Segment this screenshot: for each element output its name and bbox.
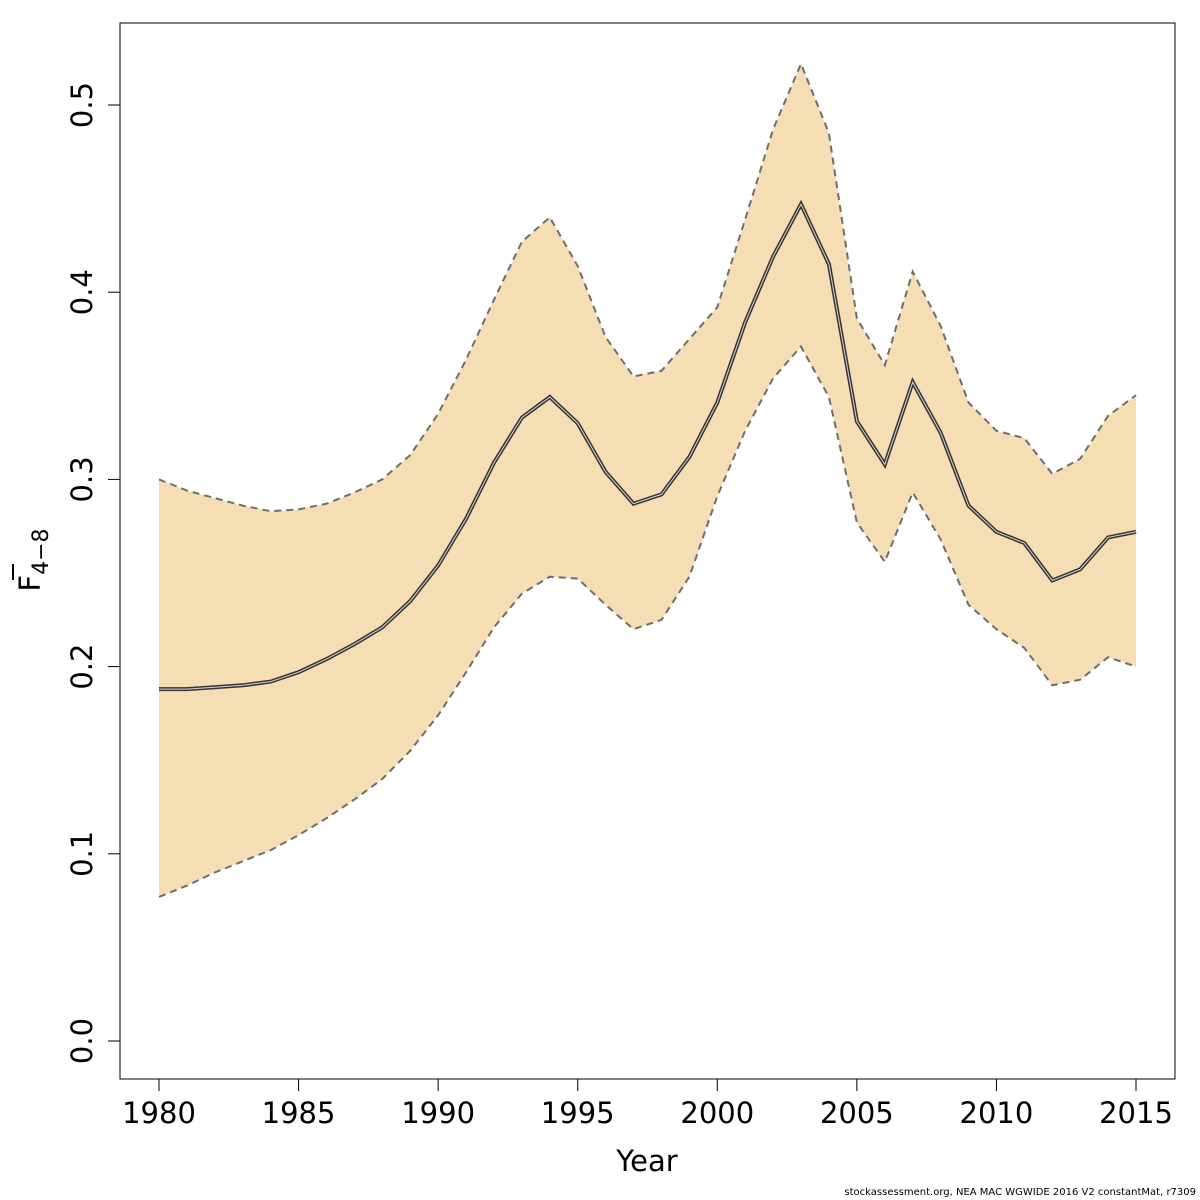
estimate-line: [159, 203, 1137, 690]
x-tick-label: 1995: [541, 1096, 615, 1130]
y-axis-label-subscript: 4−8: [29, 528, 54, 574]
upper-bound-line: [158, 61, 1137, 513]
x-tick-label: 2005: [820, 1096, 894, 1130]
x-axis: 1980 1985 1990 1995 2000 2005 2010 2015: [122, 1078, 1173, 1130]
y-tick-label: 0.1: [65, 831, 99, 877]
x-tick-label: 2015: [1099, 1096, 1173, 1130]
lower-bound-line: [158, 344, 1137, 898]
x-tick-label: 2010: [960, 1096, 1034, 1130]
y-tick-label: 0.4: [65, 269, 99, 315]
x-tick-label: 1985: [262, 1096, 336, 1130]
x-tick-label: 2000: [680, 1096, 754, 1130]
y-axis-label: F4−8: [12, 528, 54, 592]
y-axis: 0.0 0.1 0.2 0.3 0.4 0.5: [65, 82, 121, 1064]
y-tick-label: 0.0: [65, 1018, 99, 1064]
footer-credit: stockassessment.org, NEA MAC WGWIDE 2016…: [844, 1187, 1196, 1198]
y-tick-label: 0.3: [65, 456, 99, 502]
y-tick-label: 0.5: [65, 82, 99, 128]
y-axis-label-main: F: [13, 575, 47, 592]
x-tick-label: 1980: [122, 1096, 196, 1130]
confidence-band: [159, 63, 1136, 897]
x-axis-label: Year: [615, 1144, 677, 1178]
x-tick-label: 1990: [401, 1096, 475, 1130]
svg-text:F4−8: F4−8: [13, 528, 54, 591]
y-tick-label: 0.2: [65, 644, 99, 690]
